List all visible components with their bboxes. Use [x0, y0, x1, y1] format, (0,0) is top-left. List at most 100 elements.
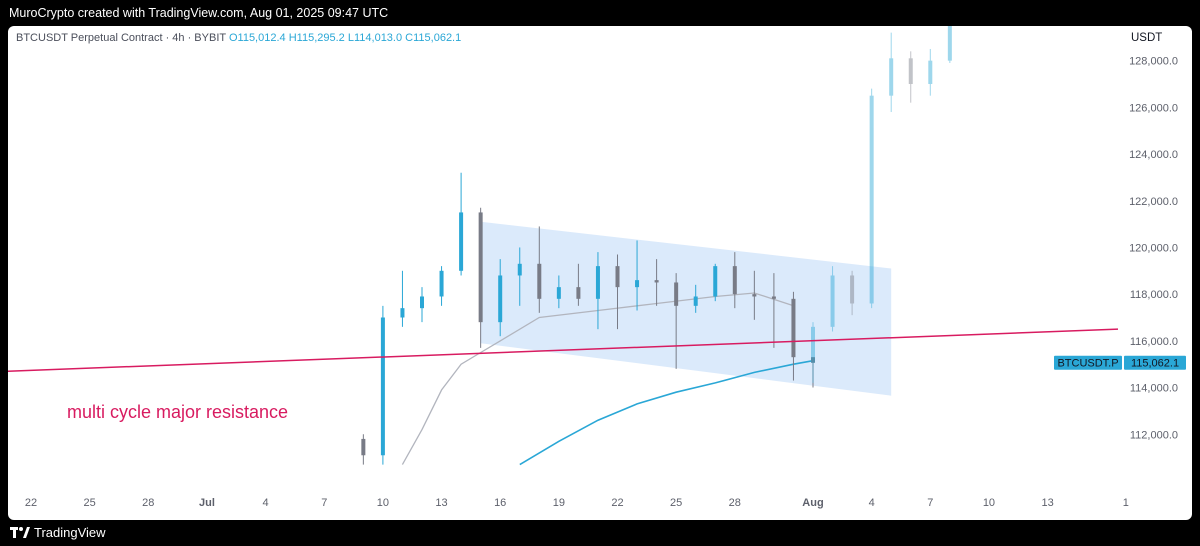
candle-20: [752, 270, 757, 320]
candle-4: [439, 266, 444, 306]
candle-14: [635, 240, 640, 311]
candle-1: [380, 305, 385, 465]
x-tick-label: 16: [494, 497, 506, 509]
candle-0: [361, 434, 366, 465]
x-tick-label: 10: [377, 497, 389, 509]
last-price-symbol: BTCUSDT.P: [1057, 358, 1118, 370]
projected-bar-5: [908, 51, 913, 103]
candle-23: [811, 357, 815, 388]
x-tick-label: 22: [611, 497, 623, 509]
x-tick-label: 10: [983, 497, 995, 509]
candle-body: [380, 317, 385, 456]
caption-text: MuroCrypto created with TradingView.com,…: [9, 6, 389, 20]
candle-body: [439, 270, 444, 297]
x-tick-label: 28: [729, 497, 741, 509]
x-tick-label: 13: [1041, 497, 1053, 509]
candle-body: [459, 212, 464, 271]
y-tick-label: 112,000.0: [1130, 429, 1178, 441]
candle-body: [420, 296, 424, 309]
candle-11: [576, 263, 581, 306]
y-tick-label: 124,000.0: [1129, 149, 1178, 161]
candle-body: [654, 280, 659, 283]
x-tick-label: 13: [435, 497, 447, 509]
candle-22: [791, 291, 796, 381]
y-tick-label: 120,000.0: [1129, 242, 1178, 254]
last-price-value-box: [1124, 355, 1186, 370]
candle-body: [595, 266, 600, 299]
y-tick-label: 116,000.0: [1130, 336, 1178, 348]
plot-area: [8, 26, 1118, 466]
candle-body: [771, 296, 776, 299]
projected-bar-body: [889, 58, 894, 96]
resistance-line: [8, 328, 1118, 372]
ohlc-high: H115,295.2: [288, 32, 345, 44]
candle-15: [654, 259, 659, 306]
x-tick-label: 4: [263, 497, 269, 509]
candle-6: [478, 207, 483, 348]
moving-average-2: [519, 359, 814, 466]
symbol-info: BTCUSDT Perpetual Contract · 4h · BYBIT …: [16, 32, 461, 44]
projected-bar-body: [830, 275, 835, 327]
candle-5: [459, 172, 464, 276]
projected-bar-2: [850, 270, 855, 316]
candle-body: [674, 282, 679, 306]
tradingview-logo-icon: [10, 526, 30, 538]
candle-body: [556, 287, 561, 299]
currency-label[interactable]: USDT: [1131, 32, 1163, 44]
candle-body: [576, 287, 581, 299]
candle-17: [693, 284, 698, 313]
ohlc-open: O115,012.4: [228, 32, 286, 44]
candle-body: [361, 438, 366, 456]
projected-bar-7: [947, 26, 952, 63]
candle-body: [478, 212, 483, 323]
projected-bar-body: [811, 326, 815, 363]
candle-body: [732, 266, 737, 295]
moving-average-1: [401, 292, 794, 465]
ohlc-close: C115,062.1: [405, 32, 462, 44]
y-tick-label: 122,000.0: [1129, 196, 1178, 208]
tradingview-logo: TradingView: [10, 525, 106, 540]
x-tick-label: 4: [869, 497, 875, 509]
candle-9: [537, 226, 542, 313]
projected-bar-body: [869, 95, 874, 304]
projected-bar-1: [830, 266, 835, 332]
x-tick-label: Aug: [802, 497, 823, 509]
candle-body: [752, 294, 757, 297]
x-tick-label: 25: [670, 497, 682, 509]
candle-16: [674, 273, 679, 369]
candle-body: [498, 275, 503, 323]
x-tick-label: 1: [1123, 497, 1129, 509]
x-tick-label: 19: [553, 497, 565, 509]
x-tick-label: 25: [84, 497, 96, 509]
projected-bar-body: [908, 58, 913, 84]
footer-bar: TradingView: [0, 520, 1200, 546]
candle-body: [811, 357, 815, 363]
projected-bar-3: [869, 88, 874, 309]
candle-3: [420, 287, 424, 323]
candle-8: [517, 247, 522, 306]
projected-bar-body: [850, 275, 855, 304]
caption-bar: MuroCrypto created with TradingView.com,…: [0, 0, 1200, 26]
chart-panel[interactable]: multi cycle major resistance 112,000.0 114…: [8, 26, 1192, 520]
y-tick-label: 114,000.0: [1130, 383, 1178, 395]
candle-body: [791, 298, 796, 358]
candle-body: [537, 263, 542, 299]
candle-2: [400, 270, 405, 327]
candle-13: [615, 254, 620, 330]
candle-body: [635, 280, 640, 288]
y-tick-label: 128,000.0: [1129, 56, 1178, 68]
candle-body: [713, 266, 718, 297]
projected-bar-body: [947, 26, 952, 61]
last-price-value: 115,062.1: [1131, 358, 1179, 370]
symbol-name[interactable]: BTCUSDT Perpetual Contract · 4h · BYBIT: [16, 32, 226, 44]
x-tick-label: 28: [142, 497, 154, 509]
candle-body: [615, 266, 620, 288]
y-tick-label: 126,000.0: [1129, 102, 1178, 114]
ohlc-low: L114,013.0: [347, 32, 403, 44]
projected-bar-6: [928, 48, 933, 96]
candle-body: [400, 308, 405, 318]
candle-10: [556, 275, 561, 309]
x-tick-label: 22: [25, 497, 37, 509]
price-chart[interactable]: multi cycle major resistance 112,000.0 114…: [8, 26, 1192, 520]
candle-body: [693, 296, 698, 306]
